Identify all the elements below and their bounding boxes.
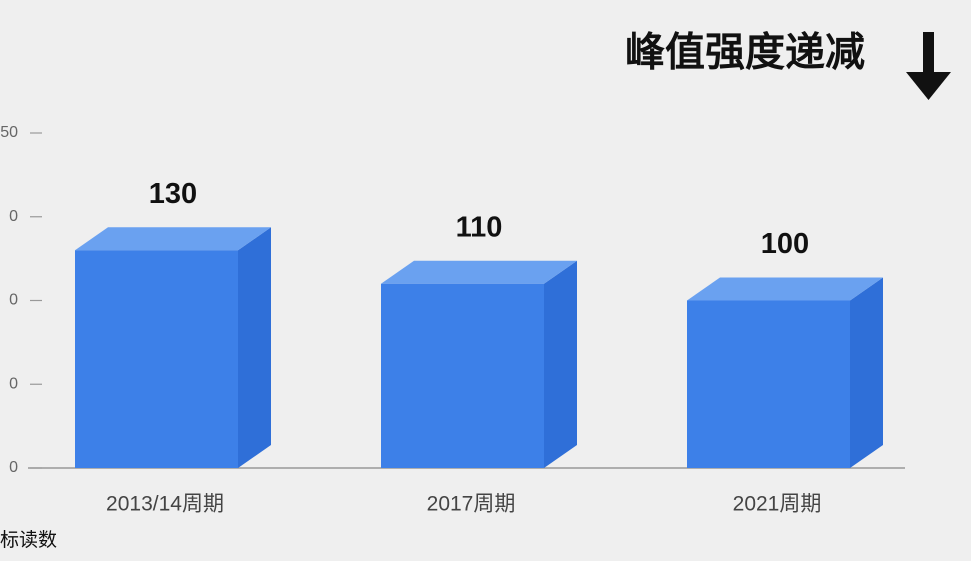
arrow-head [906, 72, 951, 100]
y-tick-label: 0 [9, 375, 18, 392]
down-arrow [906, 32, 951, 100]
x-tick-label: 2021周期 [733, 493, 822, 516]
bar-side [238, 227, 271, 468]
y-tick-label: 50 [0, 124, 18, 141]
bar [687, 300, 850, 468]
y-tick-label: 0 [9, 292, 18, 309]
value-label: 110 [456, 211, 503, 243]
bar [381, 283, 544, 468]
bar-top [75, 227, 271, 251]
chart-title: 峰值强度递减 [625, 31, 865, 75]
bar-side [850, 277, 883, 468]
bar-side [544, 260, 577, 468]
bar-top [381, 260, 577, 284]
x-tick-label: 2013/14周期 [106, 493, 224, 516]
x-tick-label: 2017周期 [427, 493, 516, 516]
value-label: 130 [149, 178, 197, 210]
y-tick-label: 0 [9, 459, 18, 476]
bar-top [687, 277, 883, 301]
y-tick-label: 0 [9, 208, 18, 225]
axis-note: 标读数 [0, 529, 57, 551]
bar [75, 250, 238, 468]
arrow-shaft [923, 32, 934, 78]
value-label: 100 [761, 228, 809, 260]
